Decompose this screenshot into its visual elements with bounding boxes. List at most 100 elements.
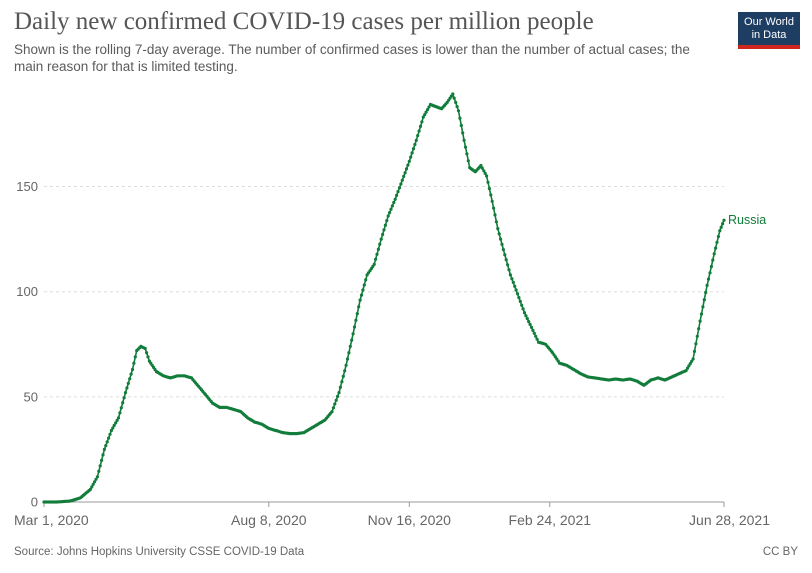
data-point[interactable] — [698, 319, 702, 323]
data-point[interactable] — [455, 105, 459, 109]
data-point[interactable] — [527, 320, 531, 324]
data-point[interactable] — [529, 325, 534, 329]
data-point[interactable] — [91, 482, 95, 486]
data-point[interactable] — [487, 187, 491, 191]
data-point[interactable] — [97, 469, 101, 473]
data-point[interactable] — [417, 129, 421, 133]
data-point[interactable] — [490, 199, 494, 203]
data-point[interactable] — [111, 426, 115, 430]
data-point[interactable] — [521, 307, 525, 311]
data-point[interactable] — [722, 218, 726, 222]
data-point[interactable] — [418, 124, 423, 128]
data-point[interactable] — [334, 398, 338, 402]
data-point[interactable] — [100, 458, 104, 462]
data-point[interactable] — [381, 232, 385, 237]
data-point[interactable] — [109, 428, 113, 433]
data-point[interactable] — [706, 277, 711, 281]
data-point[interactable] — [378, 242, 382, 246]
data-point[interactable] — [704, 290, 708, 295]
data-point[interactable] — [379, 237, 383, 241]
data-point[interactable] — [93, 480, 97, 484]
data-point[interactable] — [684, 369, 688, 373]
data-point[interactable] — [108, 432, 112, 436]
data-point[interactable] — [400, 178, 404, 182]
data-point[interactable] — [403, 171, 407, 175]
data-point[interactable] — [420, 120, 424, 124]
data-point[interactable] — [421, 115, 425, 119]
data-point[interactable] — [458, 116, 462, 120]
data-point[interactable] — [337, 391, 341, 395]
data-point[interactable] — [480, 166, 484, 170]
data-point[interactable] — [499, 237, 503, 241]
data-point[interactable] — [463, 145, 468, 149]
data-point[interactable] — [411, 147, 416, 151]
data-point[interactable] — [524, 314, 528, 318]
data-point[interactable] — [461, 131, 465, 135]
data-point[interactable] — [119, 406, 123, 410]
data-point[interactable] — [715, 240, 719, 244]
data-point[interactable] — [525, 317, 529, 321]
data-point[interactable] — [522, 311, 527, 315]
data-point[interactable] — [721, 222, 725, 226]
data-point[interactable] — [691, 357, 695, 361]
data-point[interactable] — [395, 193, 399, 197]
data-point[interactable] — [383, 223, 387, 227]
data-point[interactable] — [123, 391, 128, 395]
data-point[interactable] — [95, 475, 99, 479]
data-point[interactable] — [118, 411, 122, 415]
data-point[interactable] — [697, 327, 701, 331]
data-point[interactable] — [345, 357, 350, 361]
data-point[interactable] — [701, 305, 705, 309]
data-point[interactable] — [392, 200, 396, 205]
data-point[interactable] — [426, 108, 430, 112]
data-point[interactable] — [514, 288, 518, 292]
data-point[interactable] — [121, 401, 125, 405]
source-note[interactable]: Source: Johns Hopkins University CSSE CO… — [14, 546, 305, 558]
data-point[interactable] — [133, 355, 137, 359]
data-point[interactable] — [90, 485, 94, 489]
series-line-russia[interactable] — [44, 92, 725, 503]
data-point[interactable] — [507, 268, 511, 272]
data-point[interactable] — [390, 204, 394, 208]
data-point[interactable] — [330, 410, 334, 414]
data-point[interactable] — [88, 487, 92, 491]
data-point[interactable] — [344, 363, 348, 367]
data-point[interactable] — [362, 283, 366, 287]
data-point[interactable] — [359, 293, 364, 297]
data-point[interactable] — [500, 242, 504, 246]
data-point[interactable] — [101, 453, 105, 457]
data-point[interactable] — [482, 169, 486, 173]
data-point[interactable] — [452, 96, 456, 100]
data-point[interactable] — [413, 142, 417, 147]
data-point[interactable] — [515, 292, 520, 296]
data-point[interactable] — [712, 252, 716, 256]
data-point[interactable] — [406, 163, 410, 167]
data-point[interactable] — [374, 257, 378, 261]
data-point[interactable] — [520, 303, 524, 307]
data-point[interactable] — [104, 444, 108, 448]
data-point[interactable] — [331, 406, 335, 410]
data-point[interactable] — [504, 258, 508, 262]
data-point[interactable] — [128, 377, 132, 381]
data-point[interactable] — [410, 151, 414, 155]
data-point[interactable] — [716, 234, 721, 239]
data-point[interactable] — [126, 381, 130, 385]
data-point[interactable] — [397, 186, 402, 190]
data-point[interactable] — [531, 328, 535, 332]
data-point[interactable] — [399, 182, 403, 186]
data-point[interactable] — [687, 364, 691, 368]
data-point[interactable] — [146, 355, 150, 359]
data-point[interactable] — [492, 206, 496, 210]
data-point[interactable] — [402, 174, 406, 178]
data-point[interactable] — [702, 298, 706, 302]
data-point[interactable] — [424, 110, 428, 114]
data-point[interactable] — [114, 421, 118, 425]
data-point[interactable] — [466, 159, 470, 163]
data-point[interactable] — [532, 331, 536, 335]
data-point[interactable] — [719, 225, 723, 229]
data-point[interactable] — [692, 349, 697, 353]
data-point[interactable] — [711, 258, 715, 262]
data-point[interactable] — [479, 163, 483, 168]
data-point[interactable] — [694, 342, 698, 346]
data-point[interactable] — [145, 351, 149, 355]
